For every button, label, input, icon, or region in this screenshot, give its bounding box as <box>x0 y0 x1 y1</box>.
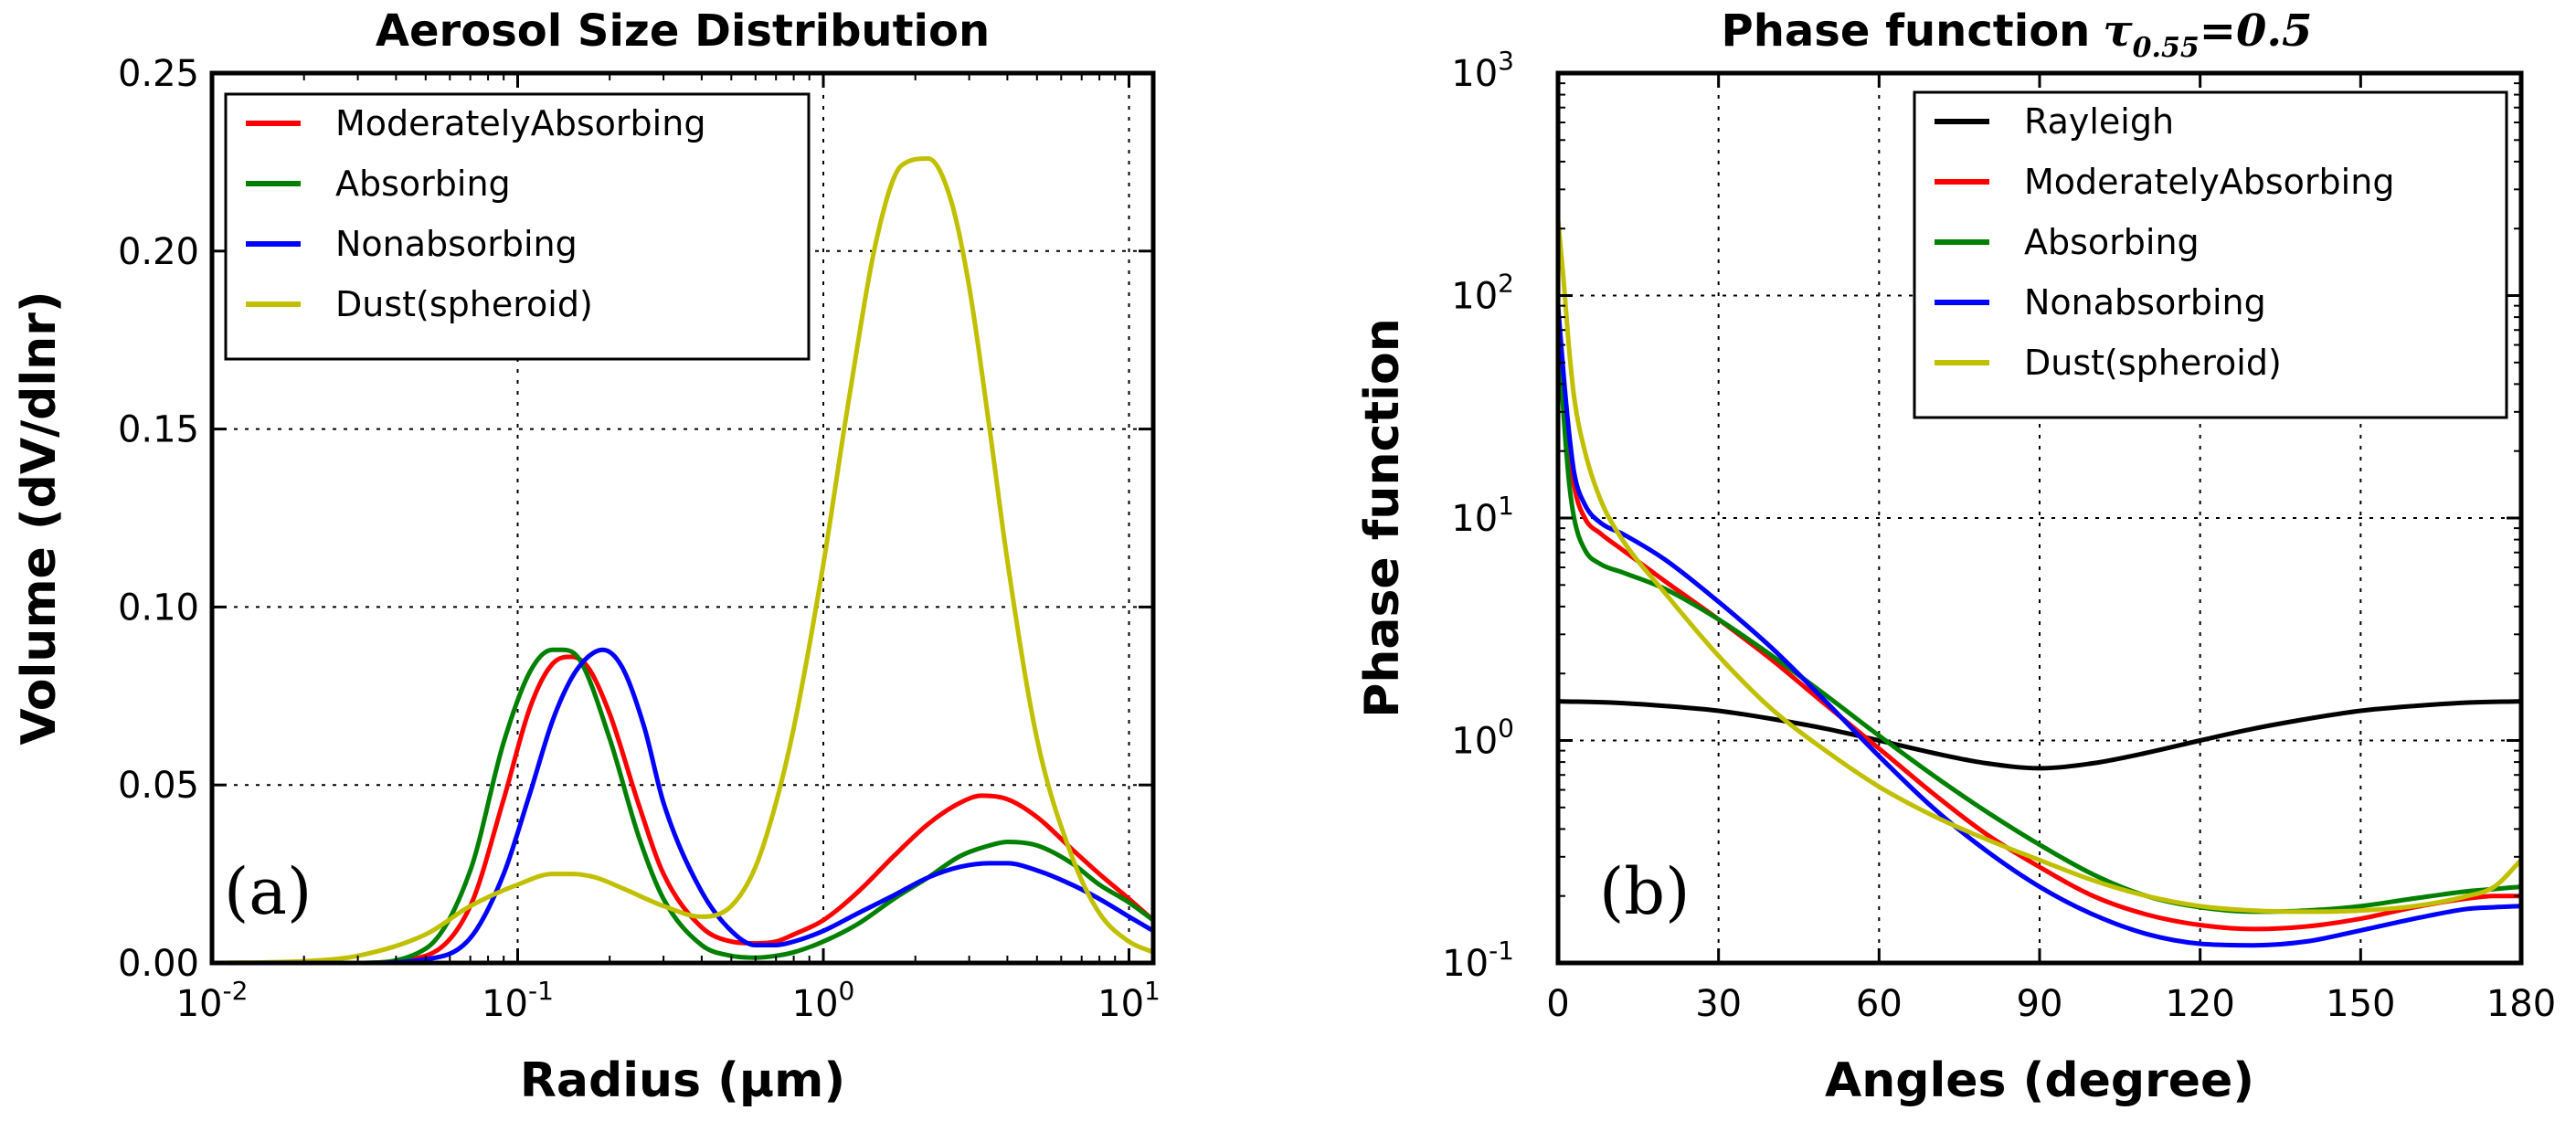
panel-a-frame <box>209 70 1156 966</box>
panel-b-ylabel: Phase function <box>1355 318 1410 717</box>
panel-b-title: Phase function τ0.55=0.5 <box>1722 5 2313 64</box>
panel-b-legend-box <box>1913 90 2508 419</box>
panel-b-title-tau: τ <box>2103 5 2133 57</box>
x-tick-label: 60 <box>1856 983 1903 1025</box>
x-tick-label: 100 <box>792 976 855 1025</box>
x-tick-label: 180 <box>2486 983 2556 1025</box>
panel-a-xlabel: Radius (μm) <box>520 1053 845 1108</box>
curve-a-nonabsorbing <box>212 647 1155 966</box>
panel-b-legend-label-rayleigh: Rayleigh <box>2024 101 2174 142</box>
panel-b-phase-function: Phase function τ0.55=0.5 0 30 60 90 120 150 180… <box>1355 5 2556 1108</box>
panel-b-title-sub: 0.55 <box>2133 32 2200 64</box>
y-tick-label: 0.15 <box>118 409 199 451</box>
panel-a-legend-box <box>224 92 811 361</box>
x-tick-label: 90 <box>2017 983 2063 1025</box>
x-tick-label: 30 <box>1695 983 1742 1025</box>
y-tick-label: 0.05 <box>118 765 199 807</box>
y-tick-label: 100 <box>1451 714 1514 763</box>
panel-b-label: (b) <box>1599 854 1690 929</box>
panel-b-legend-label-absorbing: Absorbing <box>2024 222 2200 262</box>
curve-a-moderatelyabsorbing <box>212 654 1155 966</box>
y-tick-label: 0.10 <box>118 587 199 629</box>
y-tick-label: 101 <box>1451 491 1514 540</box>
panel-a-legend-label-nonabsorbing: Nonabsorbing <box>335 224 578 264</box>
panel-a-legend-label-moderatelyabsorbing: ModeratelyAbsorbing <box>335 103 705 143</box>
panel-a-size-distribution: Aerosol Size Distribution 10-2 10-1 100 101… <box>12 5 1161 1108</box>
curve-a-dust-spheroid <box>211 156 1155 966</box>
curve-b-moderatelyabsorbing <box>1555 316 2521 932</box>
x-tick-label: 150 <box>2326 983 2395 1025</box>
curve-a-absorbing <box>212 647 1155 966</box>
panel-a-title: Aerosol Size Distribution <box>376 5 990 57</box>
x-tick-label: 10-1 <box>482 976 554 1025</box>
panel-b-legend: Rayleigh ModeratelyAbsorbing Absorbing Nona… <box>1913 90 2508 419</box>
curve-b-absorbing <box>1555 330 2522 915</box>
curve-b-dust-spheroid <box>1555 218 2523 915</box>
y-tick-label: 102 <box>1451 269 1514 318</box>
panel-a-curves <box>211 156 1155 966</box>
panel-a-legend-label-dust-spheroid: Dust(spheroid) <box>335 284 593 324</box>
y-tick-label: 10-1 <box>1442 936 1514 985</box>
x-tick-label: 101 <box>1097 976 1161 1025</box>
curve-b-nonabsorbing <box>1555 305 2522 948</box>
y-tick-label: 0.20 <box>118 231 199 273</box>
panel-a-ylabel: Volume (dV/dlnr) <box>12 291 67 745</box>
curve-b-rayleigh <box>1557 699 2522 771</box>
panel-b-curves <box>1555 218 2523 948</box>
y-tick-label: 0.25 <box>118 53 199 95</box>
x-tick-label: 10-2 <box>176 976 249 1025</box>
y-tick-label: 0.00 <box>118 943 199 985</box>
panel-a-ticks: 10-2 10-1 100 101 0.00 0.05 0.10 0.15 0.20 0.25 <box>118 53 1161 1025</box>
panel-a-legend: ModeratelyAbsorbing Absorbing Nonabsorbing… <box>224 92 811 361</box>
panel-b-title-text: Phase function <box>1722 5 2091 57</box>
panel-b-xlabel: Angles (degree) <box>1825 1053 2254 1108</box>
panel-b-ticks: 0 30 60 90 120 150 180 10-1 100 101 102 103 <box>1442 46 2556 1025</box>
panel-a-label: (a) <box>224 854 312 929</box>
panel-b-legend-label-dust-spheroid: Dust(spheroid) <box>2024 343 2282 383</box>
panel-a-legend-label-absorbing: Absorbing <box>335 164 511 204</box>
x-tick-label: 120 <box>2165 983 2234 1025</box>
y-tick-label: 103 <box>1451 46 1514 95</box>
x-tick-label: 0 <box>1546 983 1569 1025</box>
panel-b-title-rest: =0.5 <box>2200 5 2313 57</box>
panel-b-legend-label-nonabsorbing: Nonabsorbing <box>2024 282 2266 323</box>
panel-b-legend-label-moderatelyabsorbing: ModeratelyAbsorbing <box>2024 162 2394 202</box>
